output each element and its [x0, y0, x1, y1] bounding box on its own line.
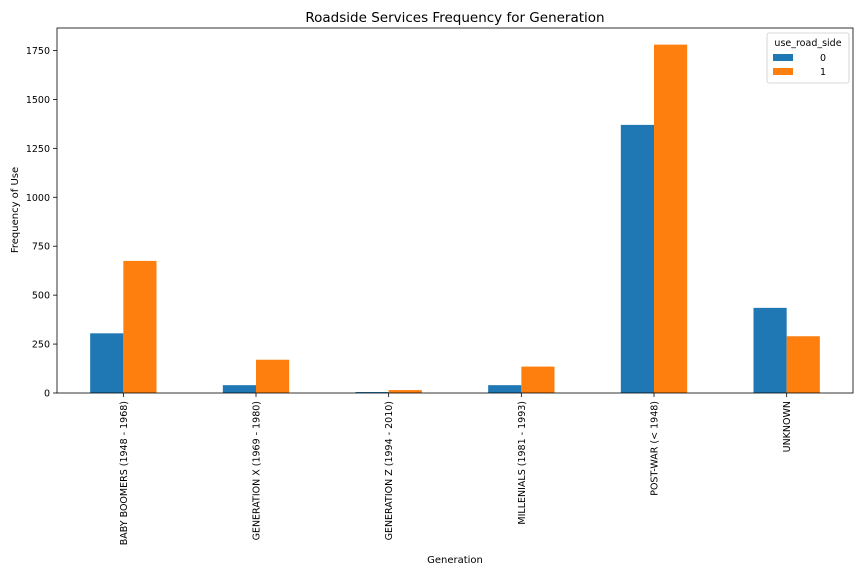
y-tick-label-4: 1000 — [26, 193, 50, 204]
y-tick-label-7: 1750 — [26, 46, 50, 57]
legend-title: use_road_side — [774, 38, 841, 49]
y-axis: 0 250 500 750 1000 1250 1500 1750 — [26, 46, 57, 400]
legend-label-1: 1 — [820, 67, 826, 78]
x-tick-label-1: GENERATION X (1969 - 1980) — [252, 401, 263, 540]
y-tick-label-0: 0 — [44, 389, 50, 400]
legend-swatch-0 — [773, 54, 793, 61]
chart-title: Roadside Services Frequency for Generati… — [305, 10, 604, 26]
y-tick-label-6: 1500 — [26, 95, 50, 106]
x-tick-label-3: MILLENIALS (1981 - 1993) — [517, 401, 528, 525]
y-tick-label-3: 750 — [32, 242, 50, 253]
y-tick-label-2: 500 — [32, 291, 50, 302]
bar-series-1-3 — [521, 366, 555, 393]
bar-series-0-2 — [355, 392, 389, 393]
x-tick-label-0: BABY BOOMERS (1948 - 1968) — [119, 401, 130, 545]
bar-series-0-1 — [222, 385, 256, 393]
x-tick-label-5: UNKNOWN — [782, 401, 793, 452]
bars-group — [90, 44, 820, 394]
bar-series-0-3 — [488, 385, 522, 393]
bar-series-0-0 — [90, 333, 124, 393]
bar-series-0-4 — [620, 124, 654, 393]
bar-series-1-2 — [388, 390, 422, 393]
legend-swatch-1 — [773, 68, 793, 75]
x-axis: BABY BOOMERS (1948 - 1968) GENERATION X (… — [119, 393, 793, 545]
x-tick-label-4: POST-WAR (< 1948) — [650, 401, 661, 496]
x-tick-label-2: GENERATION Z (1994 - 2010) — [384, 401, 395, 540]
y-axis-label: Frequency of Use — [10, 167, 21, 253]
y-tick-label-1: 250 — [32, 340, 50, 351]
bar-series-1-0 — [123, 260, 157, 393]
legend-label-0: 0 — [820, 53, 826, 64]
bar-series-1-5 — [786, 336, 820, 393]
plot-frame — [56, 27, 854, 394]
y-tick-label-5: 1250 — [26, 144, 50, 155]
bar-series-1-4 — [654, 44, 688, 394]
bar-series-1-1 — [256, 359, 290, 393]
x-axis-label: Generation — [427, 555, 483, 566]
bar-series-0-5 — [753, 307, 787, 393]
legend: use_road_side 0 1 — [766, 32, 850, 84]
